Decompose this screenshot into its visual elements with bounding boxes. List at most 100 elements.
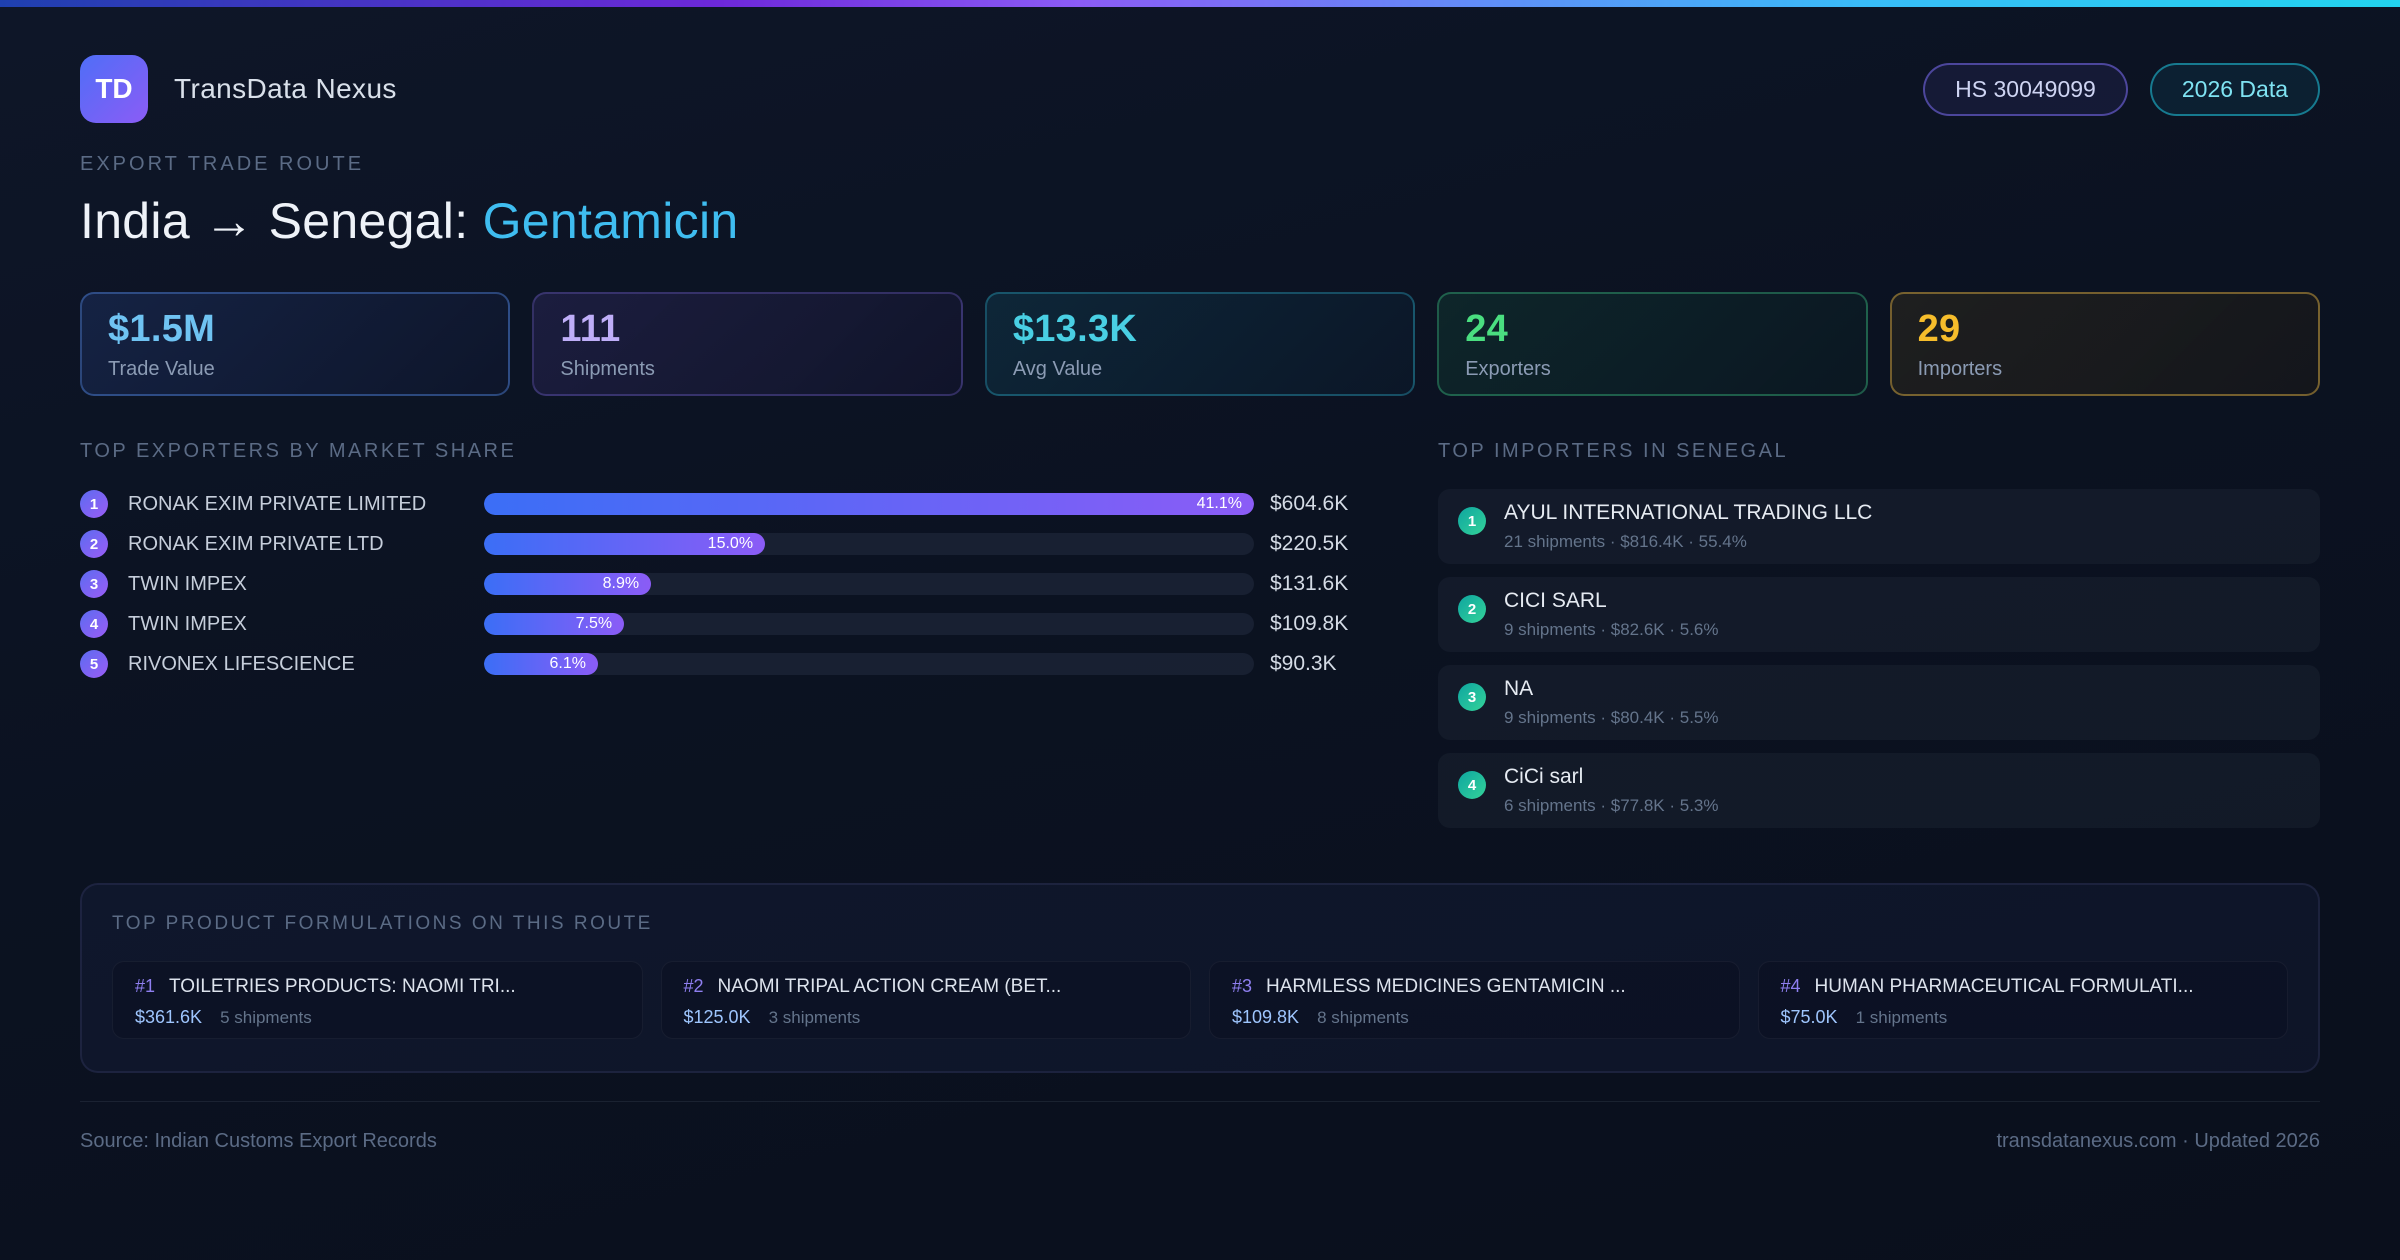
- market-share-bar-fill: 41.1%: [484, 493, 1254, 515]
- market-share-bar-track: 8.9%: [484, 573, 1254, 595]
- rank-badge: 3: [80, 570, 108, 598]
- stat-card-shipments: 111 Shipments: [532, 292, 963, 396]
- product-value: $361.6K: [135, 1007, 203, 1027]
- exporter-row[interactable]: 2 RONAK EXIM PRIVATE LTD 15.0% $220.5K: [80, 529, 1374, 559]
- importer-meta: 9 shipments · $80.4K · 5.5%: [1504, 708, 1719, 727]
- importer-name: NA: [1504, 677, 1534, 700]
- exporter-name: TWIN IMPEX: [128, 572, 247, 595]
- exporter-row[interactable]: 5 RIVONEX LIFESCIENCE 6.1% $90.3K: [80, 649, 1374, 679]
- market-share-label: 15.0%: [707, 535, 754, 552]
- market-share-label: 8.9%: [602, 575, 640, 592]
- page-title-prefix: India → Senegal:: [80, 193, 483, 249]
- product-value: $125.0K: [683, 1007, 751, 1027]
- product-card-top: #2 NAOMI TRIPAL ACTION CREAM (BET...: [684, 976, 1169, 998]
- market-share-label: 7.5%: [575, 615, 613, 632]
- importers-section: TOP IMPORTERS IN SENEGAL 1 AYUL INTERNAT…: [1438, 440, 2320, 841]
- importer-meta: 21 shipments · $816.4K · 55.4%: [1504, 532, 1747, 551]
- product-card[interactable]: #4 HUMAN PHARMACEUTICAL FORMULATI... $75…: [1757, 961, 2288, 1039]
- exporter-value: $220.5K: [1270, 532, 1349, 555]
- stat-value: $1.5M: [108, 307, 216, 350]
- product-card-bottom: $109.8K 8 shipments: [1232, 1007, 1717, 1028]
- product-name: NAOMI TRIPAL ACTION CREAM (BET...: [717, 976, 1062, 997]
- product-cards: #1 TOILETRIES PRODUCTS: NAOMI TRI... $36…: [112, 961, 2288, 1039]
- exporter-row[interactable]: 3 TWIN IMPEX 8.9% $131.6K: [80, 569, 1374, 599]
- importer-item[interactable]: 1 AYUL INTERNATIONAL TRADING LLC 21 ship…: [1438, 489, 2320, 564]
- market-share-bar-track: 41.1%: [484, 493, 1254, 515]
- footer: Source: Indian Customs Export Records tr…: [80, 1101, 2320, 1153]
- products-panel: TOP PRODUCT FORMULATIONS ON THIS ROUTE #…: [80, 883, 2320, 1073]
- brand: TD TransData Nexus: [80, 55, 397, 123]
- stat-card-avg-value: $13.3K Avg Value: [984, 292, 1416, 396]
- product-name: HARMLESS MEDICINES GENTAMICIN ...: [1266, 976, 1626, 997]
- header: TD TransData Nexus HS 30049099 2026 Data: [80, 55, 2320, 123]
- product-rank: #3: [1232, 976, 1253, 996]
- rank-badge: 5: [80, 650, 108, 678]
- header-badges: HS 30049099 2026 Data: [1923, 62, 2320, 116]
- product-value: $109.8K: [1232, 1007, 1300, 1027]
- product-card[interactable]: #3 HARMLESS MEDICINES GENTAMICIN ... $10…: [1209, 961, 1740, 1039]
- importer-item[interactable]: 2 CICI SARL 9 shipments · $82.6K · 5.6%: [1438, 577, 2320, 652]
- stat-label: Avg Value: [1012, 357, 1103, 380]
- market-share-label: 6.1%: [549, 655, 586, 672]
- stat-value: 29: [1917, 307, 1961, 350]
- route-eyebrow: EXPORT TRADE ROUTE: [80, 153, 365, 175]
- product-card-bottom: $361.6K 5 shipments: [135, 1007, 620, 1028]
- product-card-bottom: $125.0K 3 shipments: [684, 1007, 1169, 1028]
- importer-name: AYUL INTERNATIONAL TRADING LLC: [1504, 501, 1873, 524]
- importer-info: AYUL INTERNATIONAL TRADING LLC 21 shipme…: [1504, 501, 1872, 552]
- importer-item[interactable]: 4 CiCi sarl 6 shipments · $77.8K · 5.3%: [1438, 753, 2320, 828]
- product-card-bottom: $75.0K 1 shipments: [1781, 1007, 2266, 1028]
- exporter-name: RONAK EXIM PRIVATE LIMITED: [128, 492, 427, 515]
- exporter-name: RONAK EXIM PRIVATE LTD: [128, 532, 384, 555]
- market-share-label: 41.1%: [1196, 495, 1242, 512]
- product-card[interactable]: #1 TOILETRIES PRODUCTS: NAOMI TRI... $36…: [112, 961, 643, 1039]
- footer-site-info: transdatanexus.com · Updated 2026: [1996, 1130, 2320, 1152]
- stat-value: 111: [560, 307, 621, 350]
- stat-cards: $1.5M Trade Value 111 Shipments $13.3K A…: [80, 292, 2321, 396]
- products-heading: TOP PRODUCT FORMULATIONS ON THIS ROUTE: [112, 913, 653, 934]
- exporter-value: $604.6K: [1270, 492, 1349, 515]
- stat-label: Importers: [1917, 357, 2003, 380]
- rank-badge: 2: [1458, 595, 1486, 623]
- main-columns: TOP EXPORTERS BY MARKET SHARE 1 RONAK EX…: [80, 440, 2320, 841]
- product-card-top: #3 HARMLESS MEDICINES GENTAMICIN ...: [1232, 976, 1717, 998]
- rank-badge: 4: [80, 610, 108, 638]
- market-share-bar-track: 15.0%: [484, 533, 1254, 555]
- product-rank: #4: [1780, 976, 1801, 996]
- market-share-bar-fill: 6.1%: [484, 653, 598, 675]
- importers-heading: TOP IMPORTERS IN SENEGAL: [1438, 440, 1789, 462]
- exporter-name: TWIN IMPEX: [128, 612, 247, 635]
- importer-name: CICI SARL: [1504, 589, 1607, 612]
- exporters-heading: TOP EXPORTERS BY MARKET SHARE: [80, 440, 517, 462]
- year-badge[interactable]: 2026 Data: [2149, 62, 2320, 116]
- product-shipments: 5 shipments: [220, 1008, 312, 1027]
- product-shipments: 1 shipments: [1855, 1008, 1948, 1027]
- product-card[interactable]: #2 NAOMI TRIPAL ACTION CREAM (BET... $12…: [660, 961, 1191, 1039]
- page-title-product: Gentamicin: [482, 193, 739, 249]
- exporters-section: TOP EXPORTERS BY MARKET SHARE 1 RONAK EX…: [80, 440, 1374, 841]
- market-share-bar-track: 7.5%: [484, 613, 1254, 635]
- top-accent-bar: [0, 0, 2400, 7]
- exporter-row[interactable]: 1 RONAK EXIM PRIVATE LIMITED 41.1% $604.…: [80, 489, 1374, 519]
- stat-value: 24: [1465, 307, 1509, 350]
- exporter-value: $109.8K: [1270, 612, 1349, 635]
- product-shipments: 8 shipments: [1317, 1008, 1409, 1027]
- app-name: TransData Nexus: [174, 73, 397, 104]
- stat-card-exporters: 24 Exporters: [1437, 292, 1868, 396]
- footer-source: Source: Indian Customs Export Records: [80, 1130, 437, 1152]
- stat-label: Trade Value: [108, 357, 215, 380]
- product-name: HUMAN PHARMACEUTICAL FORMULATI...: [1814, 976, 2194, 997]
- exporter-row[interactable]: 4 TWIN IMPEX 7.5% $109.8K: [80, 609, 1374, 639]
- rank-badge: 1: [80, 490, 108, 518]
- exporter-value: $131.6K: [1270, 572, 1349, 595]
- rank-badge: 1: [1458, 507, 1486, 535]
- rank-badge: 4: [1458, 771, 1486, 799]
- stat-value: $13.3K: [1012, 307, 1138, 350]
- hs-code-badge[interactable]: HS 30049099: [1923, 62, 2128, 116]
- importer-item[interactable]: 3 NA 9 shipments · $80.4K · 5.5%: [1438, 665, 2320, 740]
- importer-info: NA 9 shipments · $80.4K · 5.5%: [1504, 677, 1719, 728]
- stat-label: Exporters: [1465, 357, 1551, 380]
- page: TD TransData Nexus HS 30049099 2026 Data…: [0, 7, 2400, 1153]
- stat-card-importers: 29 Importers: [1889, 292, 2321, 396]
- product-card-top: #4 HUMAN PHARMACEUTICAL FORMULATI...: [1781, 976, 2266, 998]
